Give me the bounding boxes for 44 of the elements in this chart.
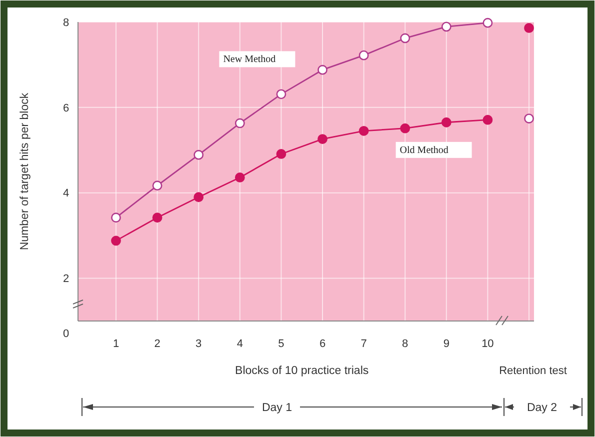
point xyxy=(152,212,162,223)
point xyxy=(482,114,493,125)
x-tick-label: 6 xyxy=(319,338,326,350)
x-tick-label: 5 xyxy=(278,338,284,350)
point xyxy=(358,50,369,60)
text: 0 xyxy=(62,328,70,340)
point xyxy=(482,18,493,28)
y-tick-label: 2 xyxy=(62,273,70,286)
y-tick-label: 6 xyxy=(62,102,70,114)
x-tick-label: 2 xyxy=(154,338,160,350)
point xyxy=(234,172,245,182)
x-tick-label: 4 xyxy=(236,338,243,350)
point xyxy=(318,64,328,75)
point xyxy=(524,23,534,33)
point xyxy=(441,22,452,32)
x-tick-label: 7 xyxy=(360,338,367,350)
point xyxy=(111,236,121,246)
point xyxy=(234,118,245,128)
point xyxy=(318,134,328,144)
point xyxy=(111,212,121,223)
text: Retention test xyxy=(499,365,567,377)
text: New Method xyxy=(223,54,276,66)
x-axis-title: Blocks of 10 practice trials xyxy=(235,365,369,377)
text: Day 1 xyxy=(262,402,292,414)
x-tick-label: 10 xyxy=(482,338,494,350)
y-tick-label: 4 xyxy=(62,188,70,200)
x-tick-label: 9 xyxy=(443,338,450,350)
point xyxy=(400,123,410,134)
point xyxy=(358,126,369,136)
y-axis-title: Number of target hits per block xyxy=(19,92,31,250)
series-label: Old Method xyxy=(400,144,448,156)
point xyxy=(400,33,410,44)
x-tick-label: 1 xyxy=(112,338,120,350)
x-tick-label: 8 xyxy=(402,338,408,350)
text: Day 2 xyxy=(526,402,558,414)
x-tick-label: 3 xyxy=(196,338,202,350)
point xyxy=(441,117,452,128)
point xyxy=(276,149,286,159)
y-tick-label: 8 xyxy=(62,16,70,29)
point xyxy=(524,114,534,124)
point xyxy=(152,180,162,191)
point xyxy=(194,150,204,160)
point xyxy=(276,89,286,100)
point xyxy=(194,192,204,202)
